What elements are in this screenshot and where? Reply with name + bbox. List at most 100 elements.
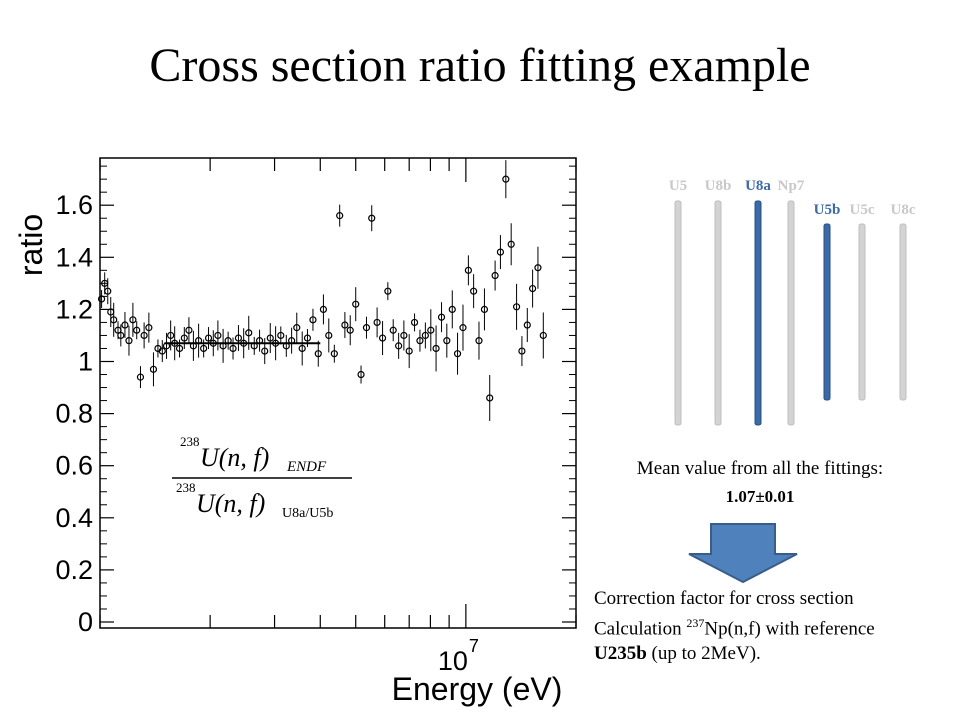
data-point (453, 332, 462, 375)
correction-line-2-sup: 237 (686, 616, 705, 630)
point-marker (175, 344, 184, 353)
point-marker (523, 321, 531, 329)
data-point (195, 323, 203, 358)
point-marker (117, 331, 125, 340)
point-marker (453, 350, 462, 358)
y-tick-label: 1.4 (55, 242, 93, 272)
data-point (368, 205, 376, 232)
point-marker (362, 324, 371, 332)
data-point (129, 302, 137, 337)
point-marker (158, 347, 166, 355)
data-point (266, 323, 274, 354)
data-point (255, 329, 264, 352)
correction-line-3: U235b (up to 2MeV). (594, 641, 960, 666)
y-tick-label: 1.6 (55, 190, 93, 220)
x-tick-exponent: 7 (469, 636, 479, 656)
point-marker (214, 331, 222, 340)
point-marker (459, 324, 467, 332)
formula-den-text: U(n, f) (196, 489, 265, 518)
data-point (167, 320, 175, 351)
point-marker (491, 271, 499, 280)
detector-u5c-bar (858, 223, 866, 401)
point-marker (129, 316, 137, 324)
data-point (400, 320, 408, 351)
data-point (464, 255, 472, 286)
y-tick-label: 1.2 (55, 294, 93, 324)
data-point (319, 294, 328, 325)
point-marker (245, 329, 253, 337)
point-marker (416, 337, 424, 345)
data-point (314, 340, 322, 367)
point-marker (496, 248, 505, 256)
point-marker (529, 284, 537, 293)
data-point (427, 309, 435, 352)
data-point (357, 365, 365, 384)
x-axis-ticks (99, 158, 577, 628)
data-point (362, 316, 371, 339)
data-points (97, 160, 547, 421)
correction-line-1: Correction factor for cross section (594, 588, 854, 609)
data-point (104, 278, 112, 305)
x-tick-base: 10 (438, 646, 468, 676)
x-tick-label: 10 (438, 646, 468, 676)
point-marker (346, 326, 354, 334)
y-tick-label: 0.4 (55, 503, 93, 533)
data-point (410, 313, 419, 332)
data-point (512, 283, 521, 330)
data-point (341, 312, 349, 339)
data-point (384, 282, 392, 301)
correction-line-2: Calculation 237Np(n,f) with reference (594, 611, 960, 641)
data-point (378, 321, 387, 356)
point-marker (432, 344, 440, 353)
data-point (405, 334, 413, 369)
point-marker (303, 334, 312, 342)
point-marker (293, 324, 301, 332)
point-marker (512, 303, 521, 311)
correction-line-2-pre: Calculation (594, 618, 687, 640)
data-point (185, 317, 193, 344)
point-marker (395, 342, 403, 350)
data-point (293, 312, 301, 343)
data-point (97, 289, 106, 308)
point-marker (400, 331, 408, 340)
formula-den-sub: U8a/U5b (282, 506, 333, 521)
data-point (277, 326, 285, 345)
data-point (352, 287, 360, 322)
point-marker (534, 264, 542, 272)
point-marker (200, 344, 208, 353)
formula-num-mass: 238 (180, 434, 200, 449)
point-marker (104, 287, 112, 295)
point-marker (410, 318, 419, 327)
point-marker (149, 365, 158, 373)
point-marker (341, 321, 349, 329)
detector-u8c-label: U8c (891, 202, 916, 218)
point-marker (405, 347, 413, 355)
detector-u5b-label: U5b (814, 202, 841, 218)
data-point (189, 330, 197, 361)
y-tick-label: 0 (78, 607, 93, 637)
point-marker (464, 266, 472, 274)
point-marker (314, 350, 322, 358)
point-marker (110, 316, 118, 324)
data-point (298, 331, 306, 366)
point-marker (357, 370, 365, 379)
detector-u8b-label: U8b (705, 178, 732, 194)
data-point (437, 302, 446, 333)
data-point (523, 308, 531, 343)
point-marker (136, 373, 145, 381)
point-marker (384, 287, 392, 295)
data-point (459, 304, 467, 351)
point-marker (277, 331, 285, 340)
y-tick-label: 0.6 (55, 451, 93, 481)
correction-line-3-bold: U235b (594, 643, 647, 665)
data-point (389, 319, 397, 342)
data-point (140, 322, 148, 349)
point-marker (539, 331, 547, 340)
point-marker (140, 331, 148, 340)
data-point (529, 269, 537, 308)
detector-layout: U5 U8b U8a Np7 U5b U5c U8c (669, 178, 916, 426)
point-marker (325, 331, 333, 340)
data-point (534, 246, 542, 289)
detector-u8a-bar (754, 200, 762, 426)
data-point (180, 327, 188, 350)
